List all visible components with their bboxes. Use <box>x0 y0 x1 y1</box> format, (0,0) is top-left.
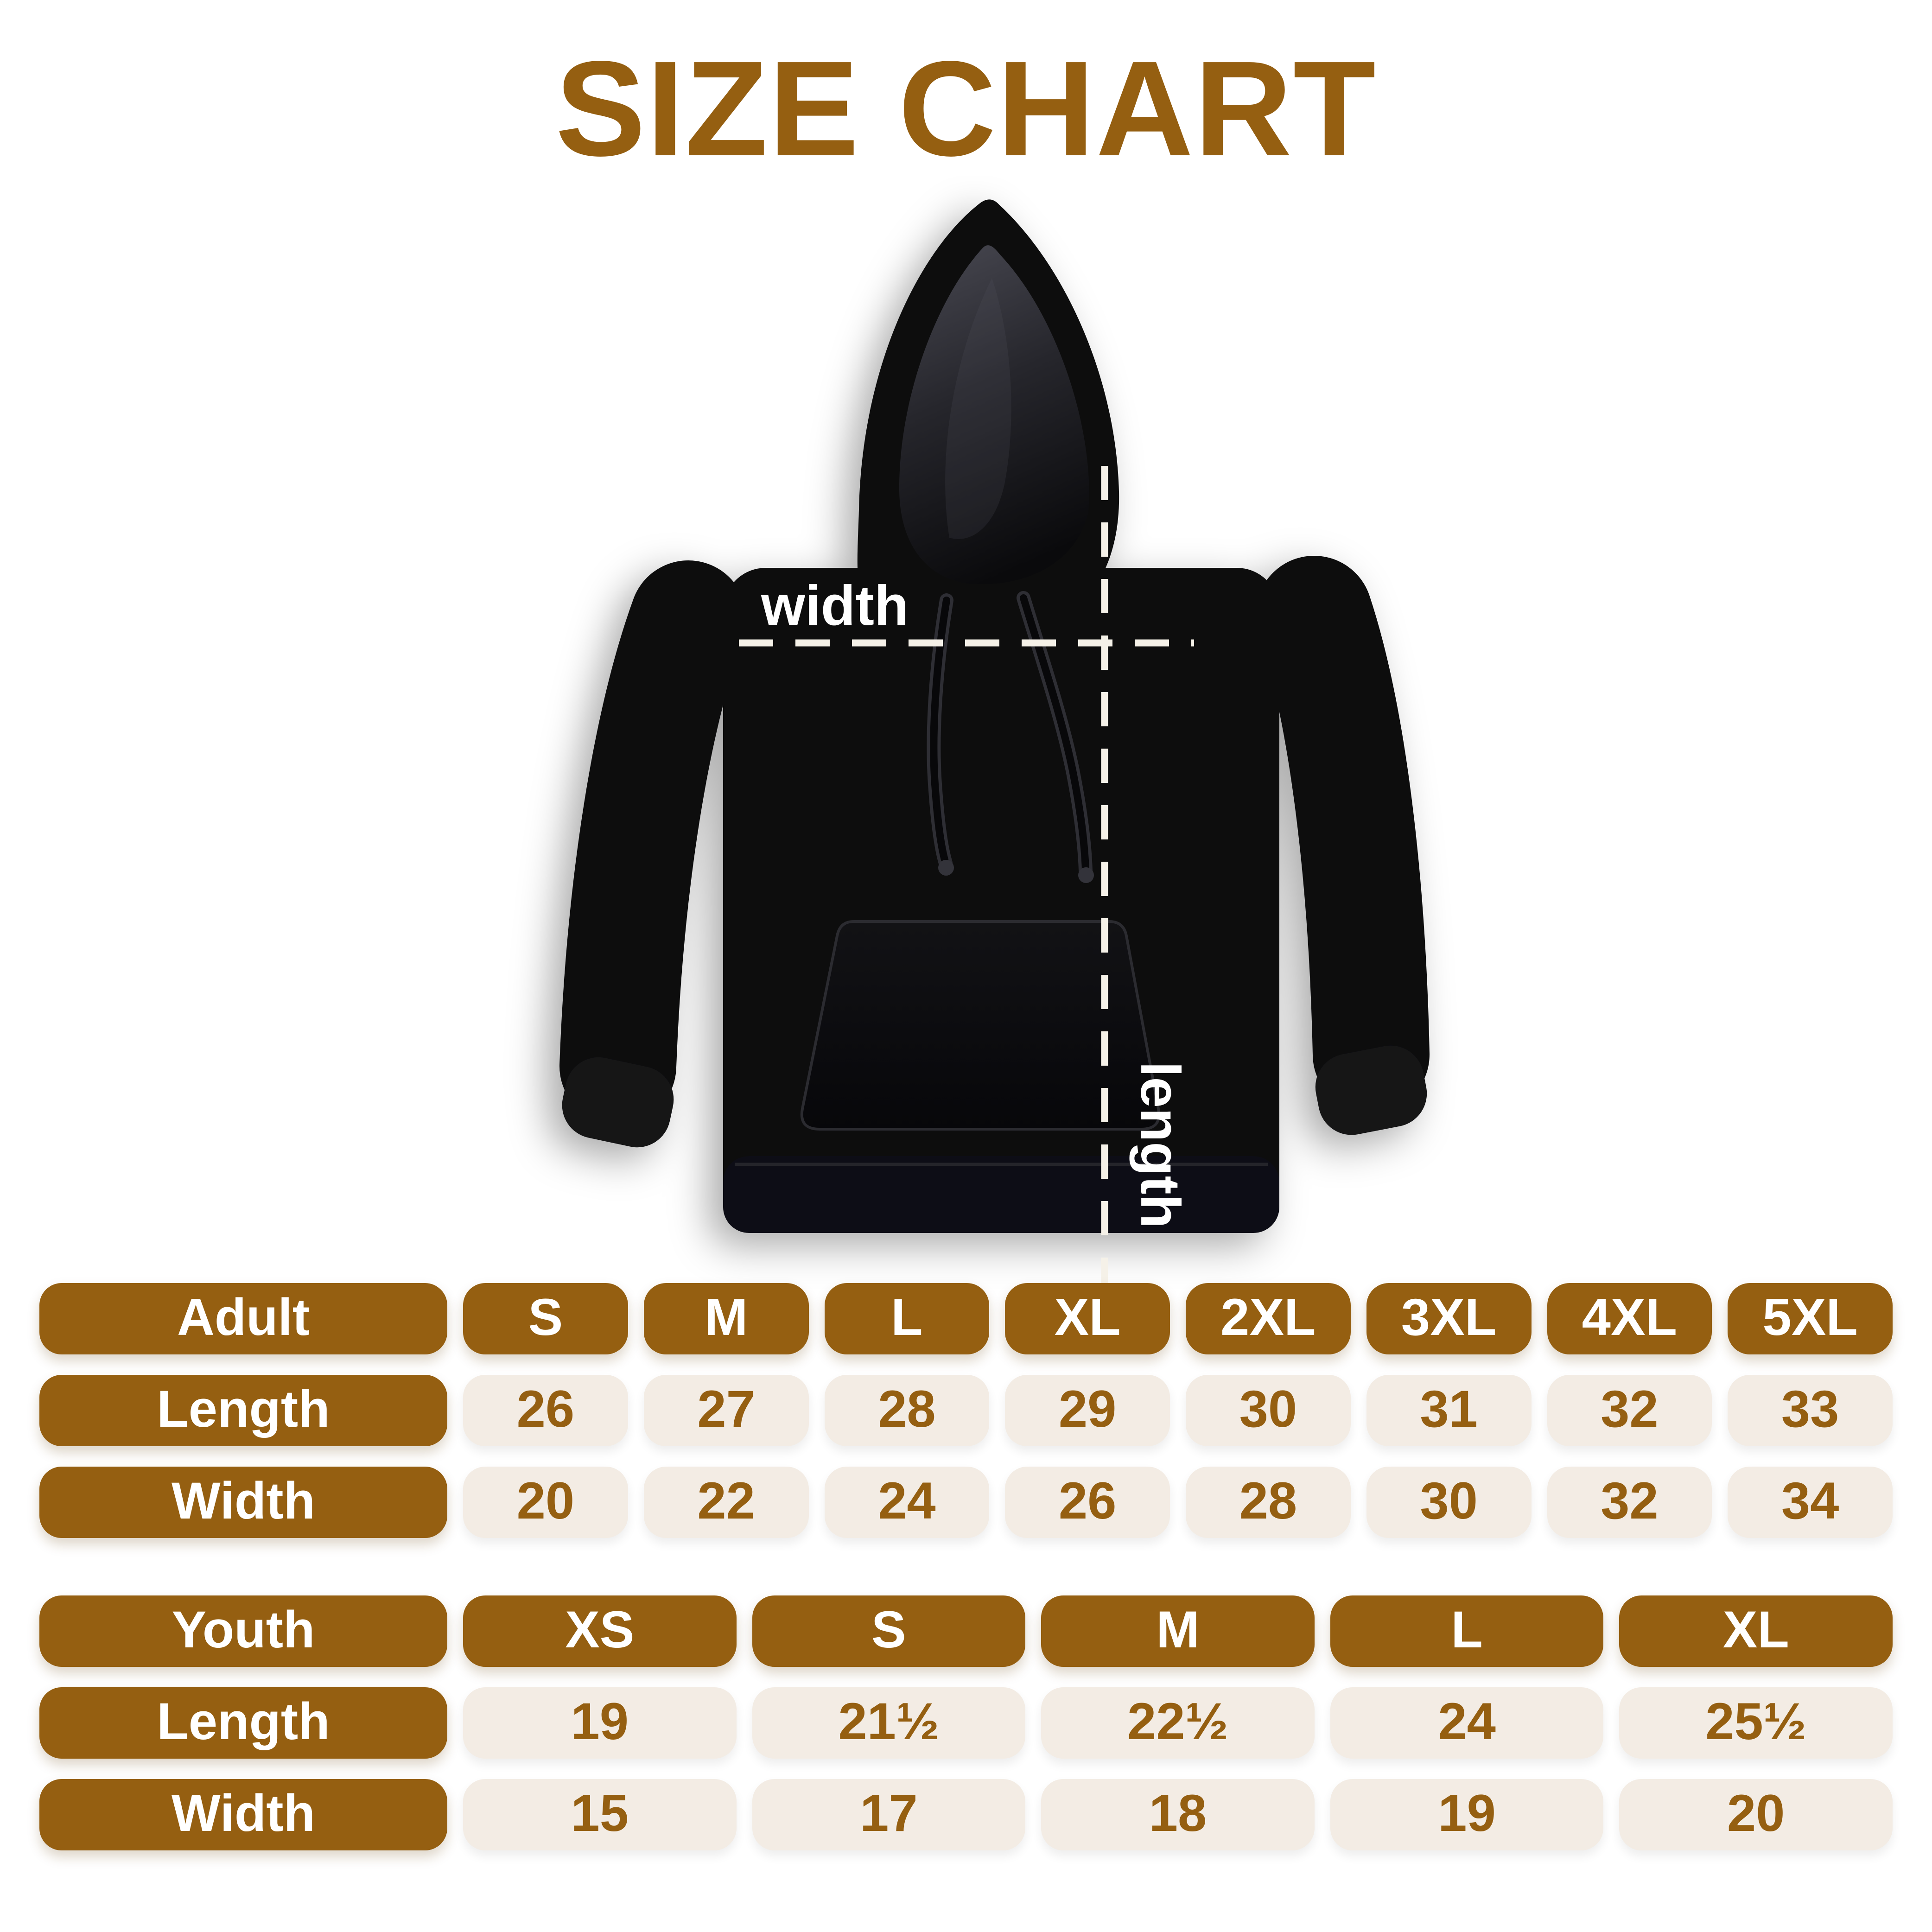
size-header-adult-s: S <box>463 1283 628 1354</box>
measurement-overlay: width length <box>739 466 1194 1296</box>
cell-youth-width-l: 19 <box>1330 1779 1604 1850</box>
cell-adult-length-l: 28 <box>824 1375 990 1446</box>
size-header-adult-3xl: 3XL <box>1366 1283 1532 1354</box>
cell-adult-length-m: 27 <box>643 1375 809 1446</box>
row-label-youth-length: Length <box>39 1687 447 1759</box>
hood-lining-sheen <box>945 278 1011 539</box>
size-header-adult-2xl: 2XL <box>1186 1283 1351 1354</box>
cell-youth-width-m: 18 <box>1041 1779 1315 1850</box>
cell-youth-width-xs: 15 <box>463 1779 737 1850</box>
hoodie-measurement-diagram: width length <box>464 176 1493 1298</box>
size-header-youth-l: L <box>1330 1595 1604 1667</box>
adult-size-table: Adult S M L XL 2XL 3XL 4XL 5XL Length 26 27 28 29 30 31… <box>39 1283 1893 1538</box>
right-sleeve <box>1256 556 1430 1113</box>
cell-youth-length-l: 24 <box>1330 1687 1604 1759</box>
cell-youth-width-s: 17 <box>752 1779 1026 1850</box>
cell-youth-length-xs: 19 <box>463 1687 737 1759</box>
cell-adult-width-xl: 26 <box>1005 1467 1170 1538</box>
cell-adult-width-5xl: 34 <box>1728 1467 1893 1538</box>
cell-youth-width-xl: 20 <box>1619 1779 1893 1850</box>
left-cuff <box>562 1057 674 1148</box>
cell-adult-width-3xl: 30 <box>1366 1467 1532 1538</box>
cell-youth-length-xl: 25½ <box>1619 1687 1893 1759</box>
left-drawstring <box>927 593 954 876</box>
cell-adult-length-3xl: 31 <box>1366 1375 1532 1446</box>
cell-adult-width-2xl: 28 <box>1186 1467 1351 1538</box>
row-label-youth-width: Width <box>39 1779 447 1850</box>
row-label-adult-length: Length <box>39 1375 447 1446</box>
size-header-youth-xl: XL <box>1619 1595 1893 1667</box>
size-header-adult-xl: XL <box>1005 1283 1170 1354</box>
cell-youth-length-m: 22½ <box>1041 1687 1315 1759</box>
size-header-adult-l: L <box>824 1283 990 1354</box>
right-cuff <box>1315 1045 1427 1135</box>
cell-adult-width-l: 24 <box>824 1467 990 1538</box>
kangaroo-pocket <box>800 920 1161 1131</box>
cell-adult-length-5xl: 33 <box>1728 1375 1893 1446</box>
youth-size-table: Youth XS S M L XL Length 19 21½ 22½ 24 25½ Width 15 17… <box>39 1595 1893 1850</box>
cell-adult-length-xl: 29 <box>1005 1375 1170 1446</box>
hem-band <box>723 1156 1279 1233</box>
size-header-youth-m: M <box>1041 1595 1315 1667</box>
cell-adult-width-m: 22 <box>643 1467 809 1538</box>
cell-adult-length-4xl: 32 <box>1547 1375 1712 1446</box>
cell-adult-length-2xl: 30 <box>1186 1375 1351 1446</box>
size-header-adult-4xl: 4XL <box>1547 1283 1712 1354</box>
table-title-adult: Adult <box>39 1283 447 1354</box>
cell-adult-width-4xl: 32 <box>1547 1467 1712 1538</box>
table-title-youth: Youth <box>39 1595 447 1667</box>
length-measure-label: length <box>1129 1061 1191 1228</box>
hoodie-diagram-svg: width length <box>559 199 1430 1296</box>
row-label-adult-width: Width <box>39 1467 447 1538</box>
size-header-youth-s: S <box>752 1595 1026 1667</box>
page-title: SIZE CHART <box>555 33 1377 184</box>
hood-lining <box>899 245 1089 585</box>
torso <box>723 568 1279 1231</box>
cell-adult-width-s: 20 <box>463 1467 628 1538</box>
size-header-youth-xs: XS <box>463 1595 737 1667</box>
size-header-adult-5xl: 5XL <box>1728 1283 1893 1354</box>
left-sleeve <box>559 560 747 1125</box>
cell-adult-length-s: 26 <box>463 1375 628 1446</box>
width-measure-label: width <box>761 574 909 637</box>
size-header-adult-m: M <box>643 1283 809 1354</box>
cell-youth-length-s: 21½ <box>752 1687 1026 1759</box>
